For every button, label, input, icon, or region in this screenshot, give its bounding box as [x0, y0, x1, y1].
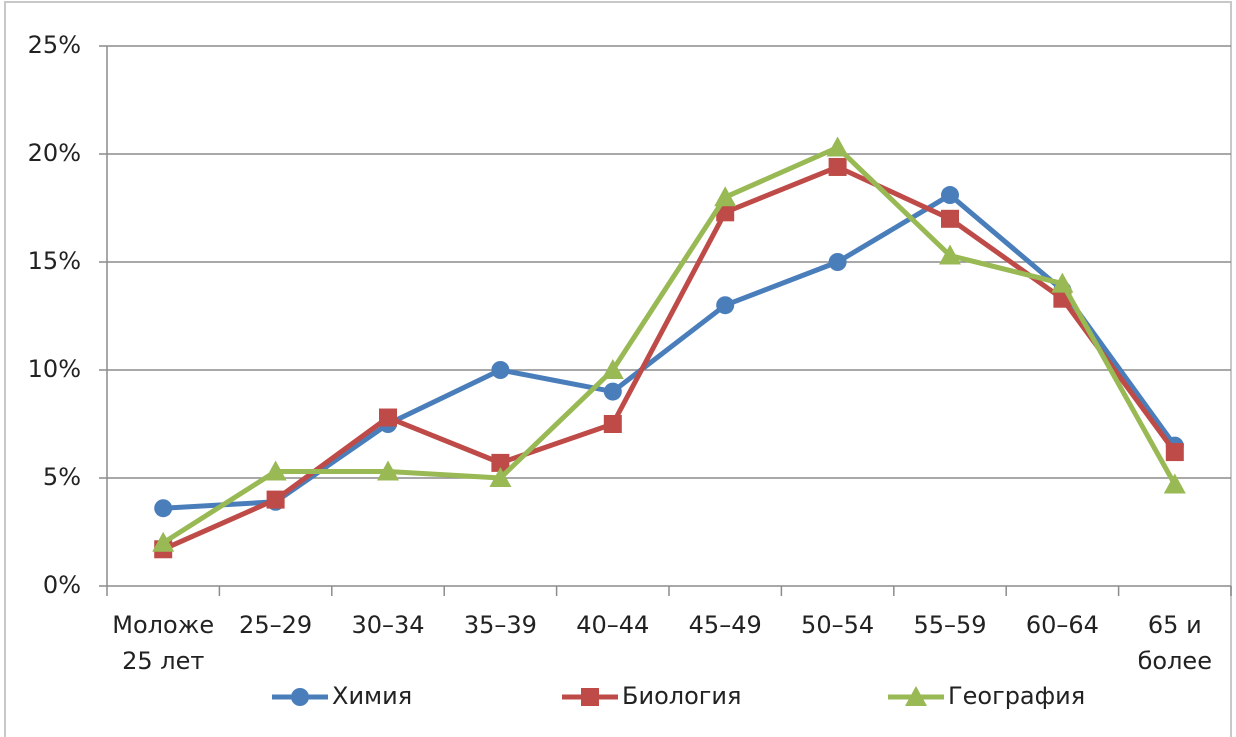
legend-marker	[905, 686, 927, 706]
y-tick-label: 0%	[43, 571, 81, 599]
point	[603, 382, 622, 401]
series-line	[163, 192, 1177, 511]
point	[266, 490, 285, 509]
x-tick-label: 30–34	[351, 611, 424, 639]
point	[714, 186, 737, 207]
legend-marker	[291, 688, 309, 706]
point	[377, 460, 399, 481]
y-tick-label: 5%	[43, 463, 81, 491]
legend-marker	[581, 688, 599, 706]
y-tick-label: 15%	[28, 247, 81, 275]
x-tick-label: 35–39	[464, 611, 537, 639]
point	[826, 136, 849, 157]
point	[828, 253, 847, 271]
y-tick-label: 20%	[28, 139, 81, 167]
point	[939, 244, 961, 265]
x-tick-label: 45–49	[689, 611, 762, 639]
point	[489, 467, 512, 487]
x-tick-label: 65 и более	[1138, 611, 1212, 675]
point	[491, 453, 510, 472]
point	[264, 460, 287, 481]
point	[941, 209, 959, 228]
y-tick-label: 25%	[28, 31, 81, 59]
point	[491, 361, 510, 379]
point	[379, 408, 397, 427]
x-tick-label: Моложе 25 лет	[112, 611, 214, 675]
series-line	[162, 164, 1177, 552]
point	[1163, 473, 1186, 494]
series-line	[161, 145, 1177, 545]
point	[1051, 272, 1074, 293]
legend-label: Биология	[622, 682, 741, 710]
x-tick-label: 50–54	[801, 611, 874, 639]
legend-label: Химия	[332, 682, 412, 710]
point	[716, 296, 735, 315]
legend-label: География	[948, 682, 1085, 710]
x-tick-label: 40–44	[576, 611, 649, 639]
x-tick-label: 25–29	[239, 611, 312, 639]
point	[601, 359, 624, 379]
point	[154, 499, 173, 518]
point	[152, 531, 175, 552]
x-tick-label: 55–59	[913, 611, 986, 639]
point	[1165, 443, 1184, 462]
point	[941, 186, 959, 205]
x-tick-label: 60–64	[1026, 611, 1099, 639]
y-tick-label: 10%	[28, 355, 81, 383]
point	[603, 415, 622, 433]
point	[828, 157, 847, 176]
